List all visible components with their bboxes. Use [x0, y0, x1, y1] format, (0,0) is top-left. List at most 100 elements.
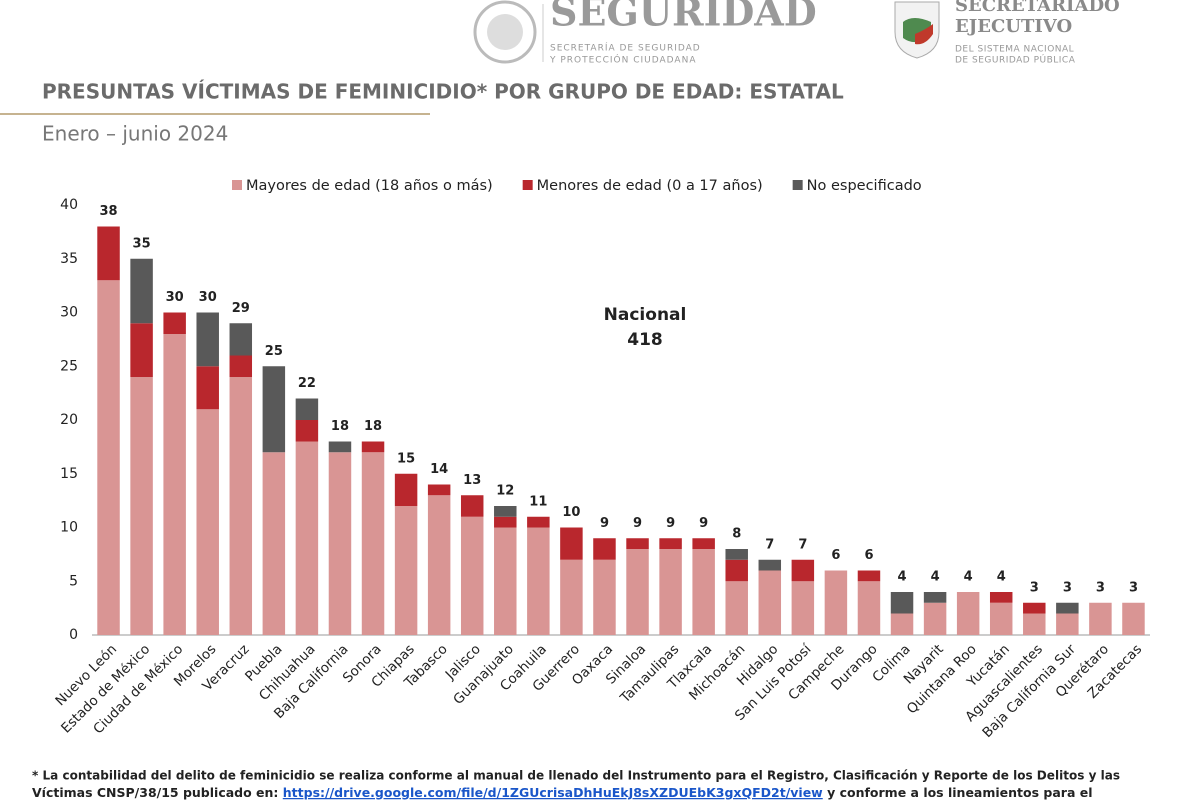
bar-segment	[97, 226, 120, 281]
total-label: 18	[364, 419, 382, 434]
bar-segment	[560, 559, 583, 635]
total-label: 6	[864, 548, 873, 563]
legend-label: No especificado	[807, 178, 922, 194]
bar-segment	[725, 559, 748, 582]
logo-text: SECRETARÍA DE SEGURIDAD	[550, 42, 701, 54]
footnote-link[interactable]: https://drive.google.com/file/d/1ZGUcris…	[283, 785, 823, 800]
bar-segment	[163, 312, 186, 334]
bar-segment	[626, 549, 649, 635]
total-label: 25	[265, 344, 283, 359]
bar-segment	[890, 592, 914, 614]
total-label: 9	[600, 516, 609, 531]
bar-segment	[427, 484, 451, 496]
annotation-value: 418	[627, 330, 663, 350]
bar-segment	[295, 441, 319, 635]
total-label: 4	[964, 570, 973, 585]
logo-title: EJECUTIVO	[955, 16, 1072, 37]
bar-segment	[989, 592, 1013, 603]
bar-segment	[923, 602, 947, 635]
bar-segment	[394, 473, 418, 506]
total-label: 30	[166, 290, 184, 305]
bar-segment	[527, 527, 550, 635]
logo-text: DE SEGURIDAD PÚBLICA	[955, 54, 1076, 66]
bar-segment	[295, 420, 319, 442]
bar-segment	[494, 527, 517, 635]
bar-segment	[97, 280, 120, 635]
legend-swatch	[522, 180, 533, 190]
total-label: 7	[765, 537, 774, 552]
logo-text: DEL SISTEMA NACIONAL	[955, 45, 1074, 55]
bar-segment	[262, 452, 286, 635]
bar-segment	[130, 377, 153, 635]
bar-segment	[1056, 602, 1079, 614]
bar-segment	[460, 516, 484, 635]
legend-label: Menores de edad (0 a 17 años)	[537, 178, 763, 194]
shield-map	[915, 24, 933, 45]
bar-segment	[1056, 613, 1079, 635]
bar-segment	[196, 312, 219, 367]
bar-segment	[890, 613, 914, 635]
legend-label: Mayores de edad (18 años o más)	[246, 178, 493, 194]
y-tick-label: 5	[69, 573, 78, 589]
bar-segment	[659, 549, 682, 635]
chart-title: PRESUNTAS VÍCTIMAS DE FEMINICIDIO* POR G…	[42, 80, 844, 104]
total-label: 4	[997, 570, 1006, 585]
chart-subtitle: Enero – junio 2024	[42, 122, 228, 146]
total-label: 10	[562, 505, 580, 520]
total-label: 35	[133, 236, 151, 251]
logo-text: Y PROTECCIÓN CIUDADANA	[549, 54, 696, 66]
bar-segment	[527, 516, 550, 528]
logo-sesnsp: SECRETARIADO EJECUTIVO DEL SISTEMA NACIO…	[894, 0, 1120, 66]
bar-segment	[1023, 613, 1046, 635]
bar-segment	[163, 334, 186, 635]
total-label: 29	[232, 301, 250, 316]
y-tick-label: 10	[60, 520, 78, 536]
total-label: 3	[1063, 580, 1072, 595]
bar-segment	[130, 323, 153, 377]
legend-swatch	[792, 180, 803, 190]
total-label: 8	[732, 527, 741, 542]
bar-segment	[262, 366, 286, 453]
bar-segment	[427, 495, 451, 635]
footnote: * La contabilidad del delito de feminici…	[32, 768, 1120, 783]
bar-segment	[328, 452, 352, 635]
logo-title: SECRETARIADO	[955, 0, 1120, 16]
annotation-label: Nacional	[604, 305, 687, 325]
bar-segment	[295, 398, 319, 420]
bar-segment	[460, 495, 484, 517]
bar-segment	[394, 506, 418, 635]
bar-segment	[1089, 602, 1112, 635]
bar-segment	[229, 355, 253, 377]
y-tick-label: 40	[60, 197, 78, 213]
footnote: Víctimas CNSP/38/15 publicado en: https:…	[32, 785, 1093, 800]
bar-segment	[560, 527, 583, 560]
y-tick-label: 25	[60, 358, 78, 374]
bar-segment	[361, 452, 385, 635]
y-tick-label: 35	[60, 251, 78, 267]
footnote-text: Víctimas CNSP/38/15 publicado en:	[32, 785, 283, 800]
legend-swatch	[232, 180, 242, 190]
y-tick-label: 20	[60, 412, 78, 428]
y-tick-label: 0	[69, 627, 78, 643]
bar-segment	[494, 506, 517, 517]
bar-segment	[824, 570, 848, 635]
logo-title: SEGURIDAD	[550, 0, 817, 35]
total-label: 14	[430, 462, 448, 477]
bar-segment	[626, 538, 649, 549]
bar-segment	[328, 441, 352, 453]
bar-segment	[593, 559, 616, 635]
bar-segment	[1122, 602, 1145, 635]
bar-segment	[659, 538, 682, 549]
bar-segment	[791, 581, 815, 635]
bar-segment	[593, 538, 616, 560]
total-label: 12	[496, 484, 514, 499]
y-tick-label: 30	[60, 305, 78, 321]
total-label: 4	[931, 570, 940, 585]
bar-segment	[725, 549, 748, 560]
total-label: 9	[666, 516, 675, 531]
total-label: 9	[633, 516, 642, 531]
emblem-center	[487, 14, 523, 50]
bar-segment	[196, 409, 219, 635]
bar-segment	[923, 592, 947, 603]
total-label: 15	[397, 451, 415, 466]
